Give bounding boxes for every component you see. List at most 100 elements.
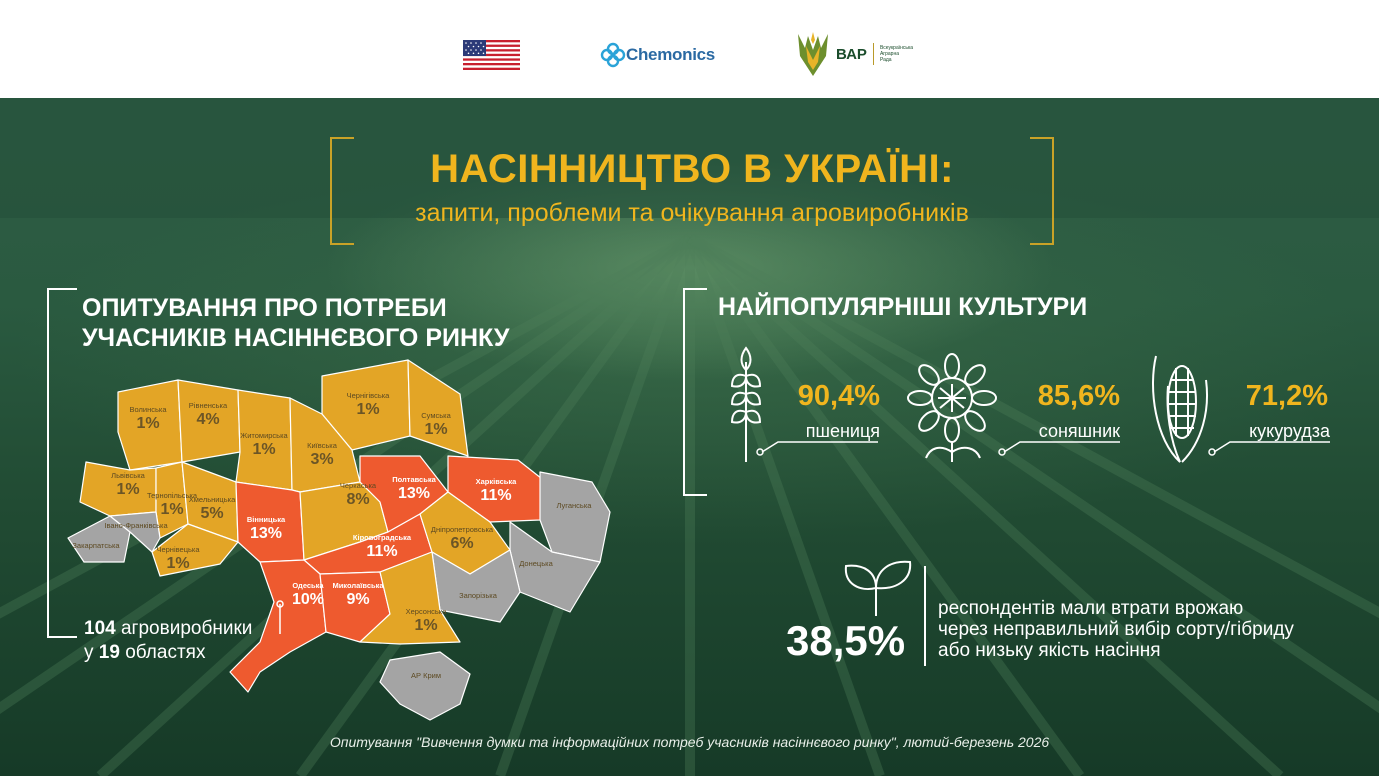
map-region-name: Чернівецька [156, 545, 200, 554]
page-title: НАСІННИЦТВО В УКРАЇНІ: [430, 147, 954, 191]
map-region-name: Запорізька [459, 591, 498, 600]
title-frame: НАСІННИЦТВО В УКРАЇНІ: запити, проблеми … [330, 137, 1054, 245]
wheat-icon [730, 346, 762, 462]
chemonics-mark-icon [600, 42, 626, 68]
map-region [235, 389, 293, 491]
crops-title: НАЙПОПУЛЯРНІШІ КУЛЬТУРИ [718, 293, 1088, 321]
map-region-name: АР Крим [411, 671, 441, 680]
regions-prefix: у [84, 642, 99, 663]
sunflower-icon [907, 353, 997, 462]
map-region-name: Рівненська [189, 401, 228, 410]
footnote: Опитування "Вивчення думки та інформацій… [329, 734, 1050, 750]
map-region-percent: 8% [346, 491, 369, 508]
losses-line1: респондентів мали втрати врожаю [938, 598, 1244, 619]
sunflower-label: соняшник [1038, 421, 1120, 441]
losses-line2: через неправильний вибір сорту/гібриду [938, 619, 1294, 640]
map-region [229, 559, 327, 693]
regions-suffix: областях [119, 642, 206, 663]
survey-stats: 104 агровиробники у 19 областях [84, 617, 252, 665]
ukraine-map: Волинська1%Рівненська4%Житомирська1%Черн… [67, 359, 611, 721]
map-region-percent: 1% [136, 415, 159, 432]
sprout-icon [844, 560, 912, 616]
regions-count: 19 [98, 642, 120, 663]
title-bracket-left [330, 137, 354, 245]
map-region-name: Закарпатська [72, 541, 120, 550]
map-region-name: Черкаська [340, 481, 377, 490]
map-region-name: Одеська [292, 581, 324, 590]
map-region-percent: 11% [366, 543, 397, 560]
map-region-name: Полтавська [392, 475, 436, 484]
survey-bracket [47, 288, 77, 638]
map-region-name: Львівська [111, 471, 145, 480]
map-region-name: Дніпропетровська [431, 525, 494, 534]
map-region [151, 523, 239, 577]
map-region [539, 471, 611, 563]
wheat-percent: 90,4% [797, 380, 880, 412]
map-region-name: Миколаївська [332, 581, 384, 590]
chemonics-logo: Chemonics [600, 42, 715, 68]
vap-logo: ВАР Всеукраїнська Аграрна Рада [796, 30, 914, 78]
map-region-name: Хмельницька [189, 495, 236, 504]
map-region [155, 461, 189, 539]
map-region-name: Сумська [421, 411, 451, 420]
map-region [67, 515, 131, 563]
map-region-name: Херсонська [406, 607, 448, 616]
map-region [379, 651, 471, 721]
map-pointer-line [276, 600, 284, 634]
map-region-percent: 3% [310, 451, 333, 468]
map-region-percent: 1% [252, 441, 275, 458]
map-region-percent: 1% [424, 421, 447, 438]
corn-label: кукурудза [1249, 421, 1330, 441]
respondents-line: 104 агровиробники [84, 617, 252, 641]
map-region-percent: 1% [166, 555, 189, 572]
survey-title: ОПИТУВАННЯ ПРО ПОТРЕБИ УЧАСНИКІВ НАСІННЄ… [82, 293, 562, 353]
map-region-name: Кіровоградська [353, 533, 412, 542]
map-region-percent: 10% [292, 591, 324, 608]
map-region-name: Харківська [476, 477, 518, 486]
map-region-percent: 1% [414, 617, 437, 634]
map-region-name: Житомирська [240, 431, 288, 440]
map-region-name: Івано-Франківська [104, 521, 168, 530]
map-region-percent: 6% [450, 535, 473, 552]
losses-divider [924, 566, 926, 666]
map-region-percent: 13% [398, 485, 430, 502]
corn-percent: 71,2% [1245, 380, 1328, 412]
vap-divider [872, 43, 874, 65]
chemonics-wordmark: Chemonics [626, 45, 715, 64]
losses-description: респондентів мали втрати врожаю через не… [938, 598, 1358, 661]
corn-pointer-line [1208, 441, 1330, 456]
map-region-name: Київська [307, 441, 338, 450]
respondents-suffix: агровиробники [115, 618, 253, 639]
map-region-name: Вінницька [247, 515, 286, 524]
vap-subtitle: Всеукраїнська Аграрна Рада [879, 45, 914, 63]
trident-icon [798, 32, 828, 76]
losses-percent: 38,5% [786, 617, 906, 664]
survey-title-line1: ОПИТУВАННЯ ПРО ПОТРЕБИ [82, 294, 447, 322]
corn-icon [1152, 355, 1208, 463]
map-region-percent: 13% [250, 525, 282, 542]
regions-line: у 19 областях [84, 641, 252, 665]
us-flag-icon [463, 40, 520, 70]
map-region-name: Луганська [557, 501, 593, 510]
map-region [109, 511, 161, 553]
map-region-percent: 9% [346, 591, 369, 608]
map-region [359, 551, 461, 645]
wheat-pointer-line [756, 441, 878, 456]
losses-line3: або низьку якість насіння [938, 640, 1161, 661]
map-region-name: Чернігівська [347, 391, 391, 400]
map-region-percent: 1% [116, 481, 139, 498]
map-region [321, 359, 411, 451]
map-region-name: Волинська [130, 405, 168, 414]
survey-title-line2: УЧАСНИКІВ НАСІННЄВОГО РИНКУ [82, 324, 510, 352]
map-region-percent: 11% [480, 487, 511, 504]
map-region-percent: 4% [196, 411, 219, 428]
respondents-count: 104 [84, 618, 116, 639]
header-bar: Chemonics ВАР Всеукраїнська Аграрна Рада [0, 0, 1379, 98]
map-region-percent: 1% [160, 501, 183, 518]
sunflower-percent: 85,6% [1037, 380, 1120, 412]
map-region [407, 359, 469, 457]
map-region-percent: 1% [356, 401, 379, 418]
crops-bracket [683, 288, 707, 496]
page-subtitle: запити, проблеми та очікування агровироб… [415, 199, 969, 227]
vap-wordmark: ВАР [836, 45, 867, 63]
